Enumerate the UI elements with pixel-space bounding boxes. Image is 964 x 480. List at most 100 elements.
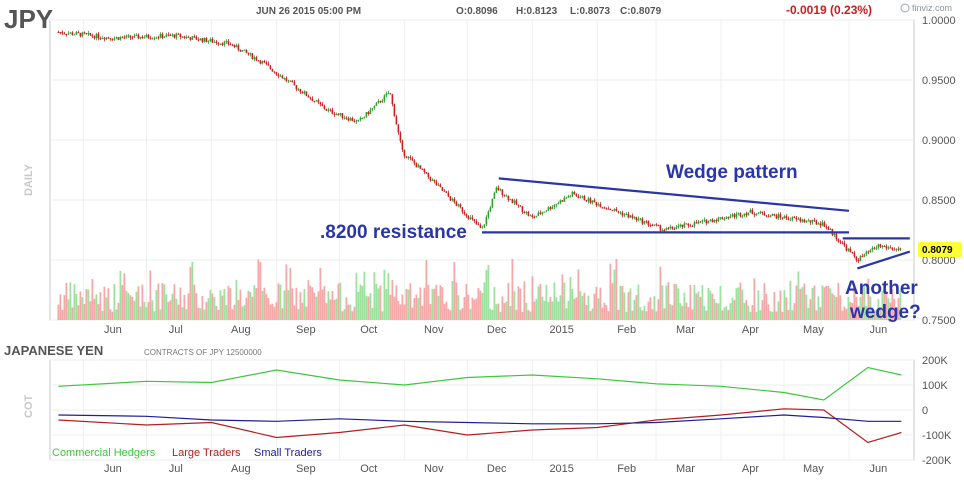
volume-bar [307,280,310,320]
volume-bar [381,311,384,320]
candle-body [99,38,102,40]
volume-bar [819,307,822,320]
volume-bar [643,305,646,320]
candle-body [701,220,704,222]
volume-bar [745,300,748,320]
candle-body [63,33,66,35]
candle-body [593,200,596,203]
candle-body [303,91,306,94]
finviz-logo-icon[interactable]: finviz.com [900,3,952,13]
volume-bar [713,298,716,320]
candle-body [139,36,142,39]
volume-bar [543,300,546,320]
cot-x-tick: Jul [169,463,183,475]
candle-body [115,37,118,39]
volume-bar [499,311,502,320]
candle-body [81,32,84,37]
volume-bar [855,296,858,320]
volume-bar [587,295,590,320]
candle-body [387,93,390,95]
volume-bar [213,297,216,320]
candle-body [635,217,638,221]
volume-bar [297,309,300,320]
candle-body [627,213,630,218]
candle-body [287,80,290,82]
volume-bar [839,295,842,320]
price-x-tick: Aug [231,324,251,336]
volume-bar [659,266,662,320]
price-x-tick: Nov [424,324,444,336]
volume-bar [267,297,270,320]
volume-bar [399,304,402,320]
candle-body [385,93,388,96]
candle-body [473,219,476,222]
candle-body [603,207,606,209]
candle-body [445,191,448,193]
candle-body [95,33,98,39]
volume-bar [463,297,466,320]
candle-body [675,227,678,230]
volume-bar [493,287,496,320]
candle-body [121,37,124,39]
candle-body [843,242,846,246]
volume-bar [533,301,536,320]
candle-body [281,75,284,79]
candle-body [155,37,158,39]
candle-body [391,94,394,105]
volume-bar [329,299,332,320]
candle-body [881,246,884,248]
wedge-pattern-annotation: Wedge pattern [666,162,798,183]
volume-bar [575,297,578,320]
volume-bar [701,285,704,320]
candle-body [233,44,236,47]
candle-body [607,208,610,210]
volume-bar [413,298,416,320]
volume-bar [727,310,730,320]
volume-bar [597,298,600,320]
candle-body [543,211,546,213]
candle-body [563,197,566,202]
candle-body [585,200,588,202]
volume-bar [61,309,64,320]
candle-body [285,77,288,81]
candle-body [355,120,358,122]
volume-bar [795,285,798,320]
volume-bar [749,311,752,320]
volume-bar [771,311,774,320]
volume-bar [195,293,198,320]
volume-bar [221,295,224,320]
candle-body [291,80,294,83]
volume-bar [859,297,862,320]
candle-body [363,116,366,118]
volume-bar [385,288,388,320]
candle-body [815,220,818,225]
candle-body [551,207,554,209]
cot-y-tick: 0 [922,405,928,417]
price-x-tick: Jun [869,324,887,336]
volume-bar [857,305,860,320]
candle-body [885,246,888,249]
candle-body [257,60,260,62]
candle-body [59,32,62,34]
volume-bar [733,300,736,320]
volume-bar [71,307,74,320]
cot-x-tick: Jun [869,463,887,475]
volume-bar [171,293,174,320]
candle-body [411,158,414,161]
volume-bar [321,289,324,320]
volume-bar [301,302,304,320]
volume-bar [583,292,586,320]
volume-bar [305,306,308,320]
candle-body [311,98,314,102]
volume-bar [147,302,150,320]
candle-body [197,39,200,41]
volume-bar [653,296,656,320]
volume-bar [315,296,318,320]
candle-body [143,37,146,39]
candle-body [427,172,430,178]
volume-bar [455,282,458,320]
volume-bar [93,298,96,320]
volume-bar [847,296,850,320]
volume-bar [167,301,170,320]
candle-body [825,226,828,228]
